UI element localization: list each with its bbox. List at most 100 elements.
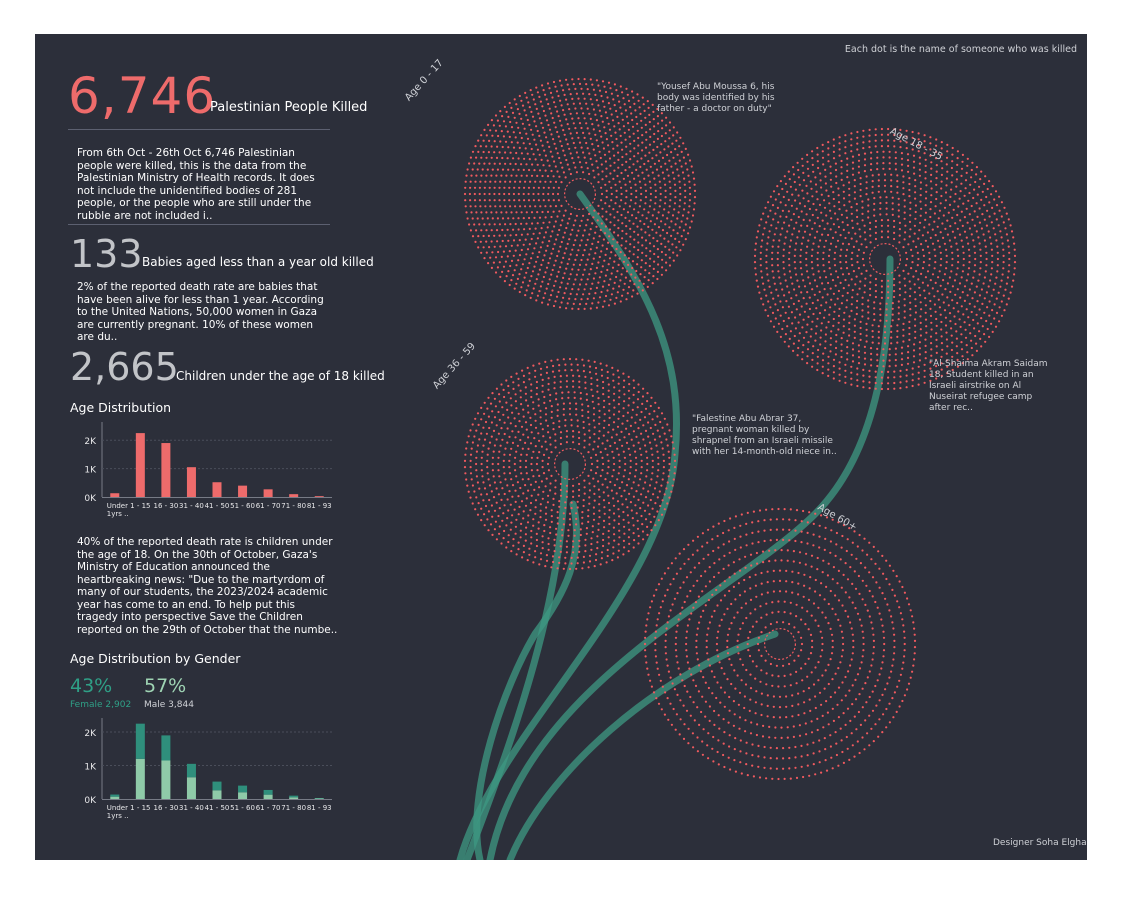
name-dot	[629, 466, 632, 469]
name-dot	[998, 306, 1001, 309]
name-dot	[508, 101, 511, 105]
name-dot	[740, 679, 743, 682]
name-dot	[580, 87, 583, 90]
name-dot	[914, 179, 917, 182]
name-dot	[870, 727, 873, 730]
name-dot	[810, 187, 813, 190]
name-dot	[596, 384, 599, 387]
name-dot	[771, 508, 774, 511]
name-dot	[827, 254, 831, 257]
name-dot	[596, 459, 599, 462]
name-dot	[911, 261, 914, 264]
name-dot	[669, 192, 672, 196]
name-dot	[631, 171, 634, 174]
name-dot	[797, 215, 800, 219]
name-dot	[542, 186, 545, 189]
name-dot	[783, 685, 786, 688]
name-dot	[999, 285, 1002, 288]
name-dot	[602, 544, 605, 548]
name-dot	[684, 223, 687, 226]
name-dot	[575, 214, 578, 217]
name-dot	[470, 447, 473, 450]
name-dot	[786, 230, 789, 233]
name-dot	[862, 636, 865, 639]
name-dot	[638, 205, 641, 208]
name-dot	[896, 324, 899, 327]
name-dot	[641, 149, 644, 152]
name-dot	[600, 222, 603, 225]
name-dot	[667, 240, 670, 243]
name-dot	[937, 298, 940, 301]
name-dot	[671, 142, 674, 145]
name-dot	[842, 331, 845, 334]
name-dot	[544, 93, 547, 96]
name-dot	[530, 529, 533, 533]
name-dot	[818, 750, 821, 753]
name-dot	[544, 360, 547, 363]
name-dot	[955, 345, 958, 348]
name-dot	[518, 239, 521, 242]
name-dot	[534, 506, 537, 509]
name-dot	[627, 536, 630, 539]
name-dot	[836, 239, 840, 242]
name-dot	[631, 260, 635, 263]
name-dot	[642, 501, 645, 504]
name-dot	[827, 281, 830, 285]
name-dot	[834, 353, 837, 356]
name-dot	[865, 322, 868, 325]
name-dot	[604, 478, 607, 481]
name-dot	[613, 281, 616, 284]
name-dot	[893, 381, 896, 385]
name-dot	[811, 195, 814, 198]
name-dot	[893, 376, 896, 379]
name-dot	[562, 413, 565, 416]
name-dot	[878, 718, 881, 721]
name-dot	[660, 708, 663, 711]
name-dot	[538, 362, 541, 365]
name-dot	[708, 566, 711, 569]
name-dot	[594, 558, 598, 562]
name-dot	[634, 109, 637, 112]
name-dot	[534, 445, 537, 448]
name-dot	[542, 472, 546, 475]
name-dot	[622, 518, 625, 521]
name-dot	[530, 469, 533, 472]
name-dot	[832, 197, 835, 201]
name-dot	[883, 642, 886, 646]
name-dot	[1008, 251, 1011, 254]
name-dot	[514, 205, 517, 208]
name-dot	[632, 96, 635, 99]
name-dot	[515, 233, 518, 237]
name-dot	[695, 652, 698, 655]
name-dot	[593, 433, 596, 436]
name-dot	[531, 163, 534, 166]
name-dot	[914, 191, 917, 194]
name-dot	[509, 151, 512, 154]
name-dot	[898, 281, 901, 284]
name-dot	[812, 522, 815, 525]
name-dot	[534, 227, 537, 230]
name-dot	[704, 681, 707, 684]
name-dot	[906, 356, 910, 359]
name-dot	[856, 222, 859, 225]
name-dot	[469, 199, 472, 202]
name-dot	[832, 138, 835, 141]
name-dot	[980, 170, 983, 173]
name-dot	[535, 532, 538, 535]
name-dot	[831, 578, 834, 581]
name-dot	[706, 744, 709, 747]
name-dot	[654, 502, 657, 505]
name-dot	[857, 350, 860, 353]
name-dot	[544, 114, 547, 117]
name-dot	[894, 353, 897, 356]
name-dot	[797, 654, 800, 658]
name-dot	[584, 538, 587, 541]
name-dot	[483, 128, 486, 131]
name-dot	[647, 225, 650, 228]
name-dot	[581, 358, 584, 361]
name-dot	[917, 257, 920, 261]
name-dot	[634, 421, 637, 424]
name-dot	[862, 147, 865, 150]
name-dot	[899, 140, 902, 143]
name-dot	[613, 260, 616, 263]
